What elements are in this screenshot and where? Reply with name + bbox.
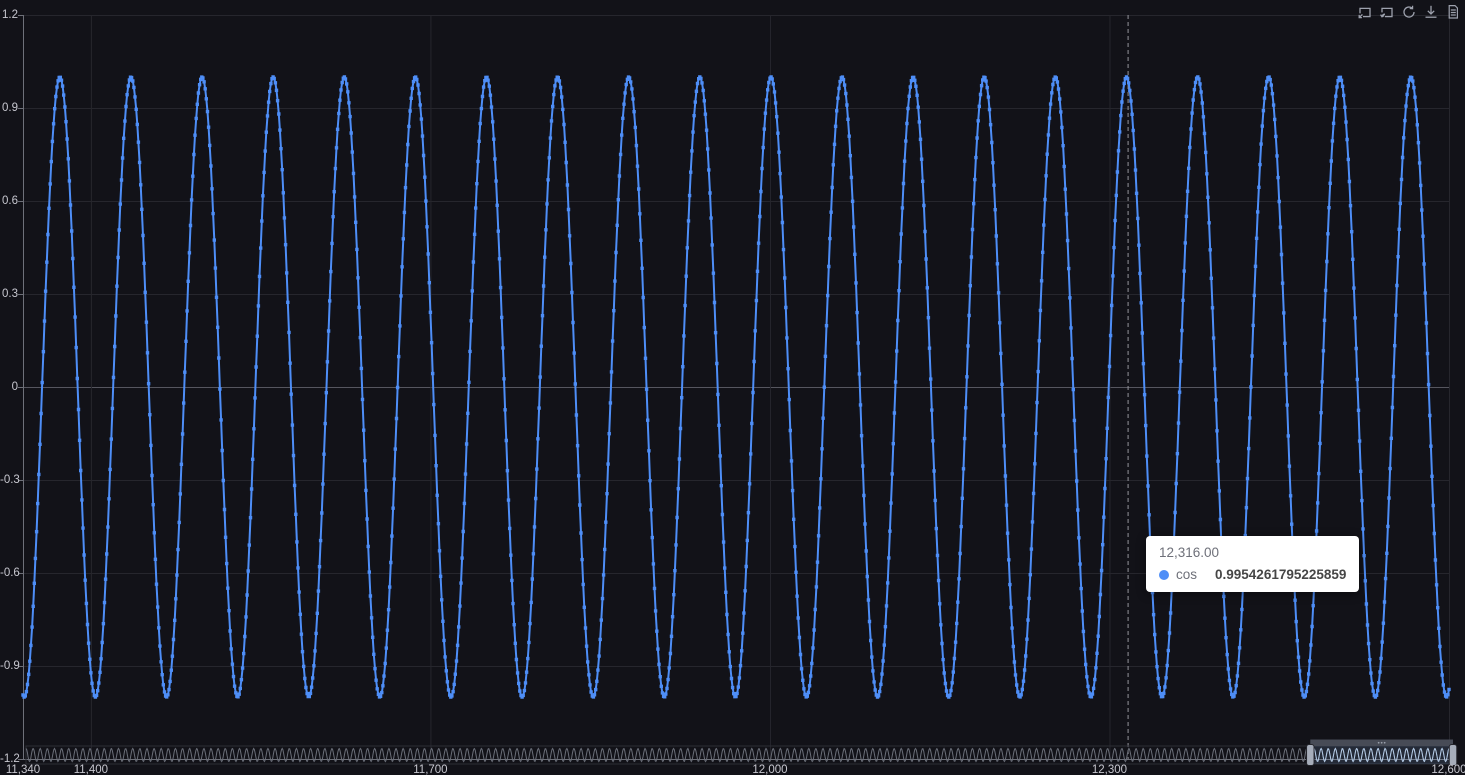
series-marker-dot (1159, 569, 1169, 580)
y-tick-label: 1.2 (2, 9, 18, 21)
x-tick-label: 11,340 (5, 764, 41, 775)
y-tick-label: 0.3 (2, 288, 18, 300)
data-view-icon[interactable] (1445, 4, 1461, 20)
move-handle-grip-icon (1377, 741, 1380, 744)
tooltip-series-value: 0.9954261795225859 (1215, 567, 1347, 582)
x-tick-label: 12,600 (1431, 764, 1465, 775)
slider-selected-window[interactable] (1310, 746, 1453, 764)
y-tick-label: -0.9 (0, 660, 20, 672)
cos-series-line (21, 75, 1451, 699)
toolbox (1357, 4, 1461, 20)
save-as-image-icon[interactable] (1423, 4, 1439, 20)
slider-right-handle[interactable] (1448, 744, 1458, 766)
grid-lines (23, 15, 1450, 760)
x-tick-label: 12,000 (752, 764, 788, 775)
y-tick-label: 0.6 (2, 195, 18, 207)
x-tick-label: 11,400 (73, 764, 109, 775)
slider-data-shadow (25, 747, 1454, 763)
zoom-select-icon[interactable] (1357, 4, 1373, 20)
y-tick-label: -1.2 (0, 753, 20, 765)
y-tick-label: -0.6 (0, 567, 20, 579)
restore-icon[interactable] (1401, 4, 1417, 20)
cos-point-symbols (21, 75, 1451, 699)
y-tick-label: 0.9 (2, 102, 18, 114)
y-tick-label: -0.3 (0, 474, 20, 486)
move-handle-grip-icon (1383, 741, 1386, 744)
zoom-reset-icon[interactable] (1379, 4, 1395, 20)
x-tick-label: 12,300 (1091, 764, 1128, 775)
slider-left-handle[interactable] (1306, 744, 1315, 766)
datazoom-slider[interactable] (25, 739, 1458, 766)
x-tick-label: 11,700 (413, 764, 448, 775)
move-handle-grip-icon (1380, 741, 1383, 744)
y-tick-label: 0 (11, 381, 18, 393)
tooltip: 12,316.00 cos 0.9954261795225859 (1146, 536, 1360, 592)
tooltip-series-name: cos (1176, 567, 1198, 582)
tooltip-x-value: 12,316.00 (1159, 545, 1220, 560)
